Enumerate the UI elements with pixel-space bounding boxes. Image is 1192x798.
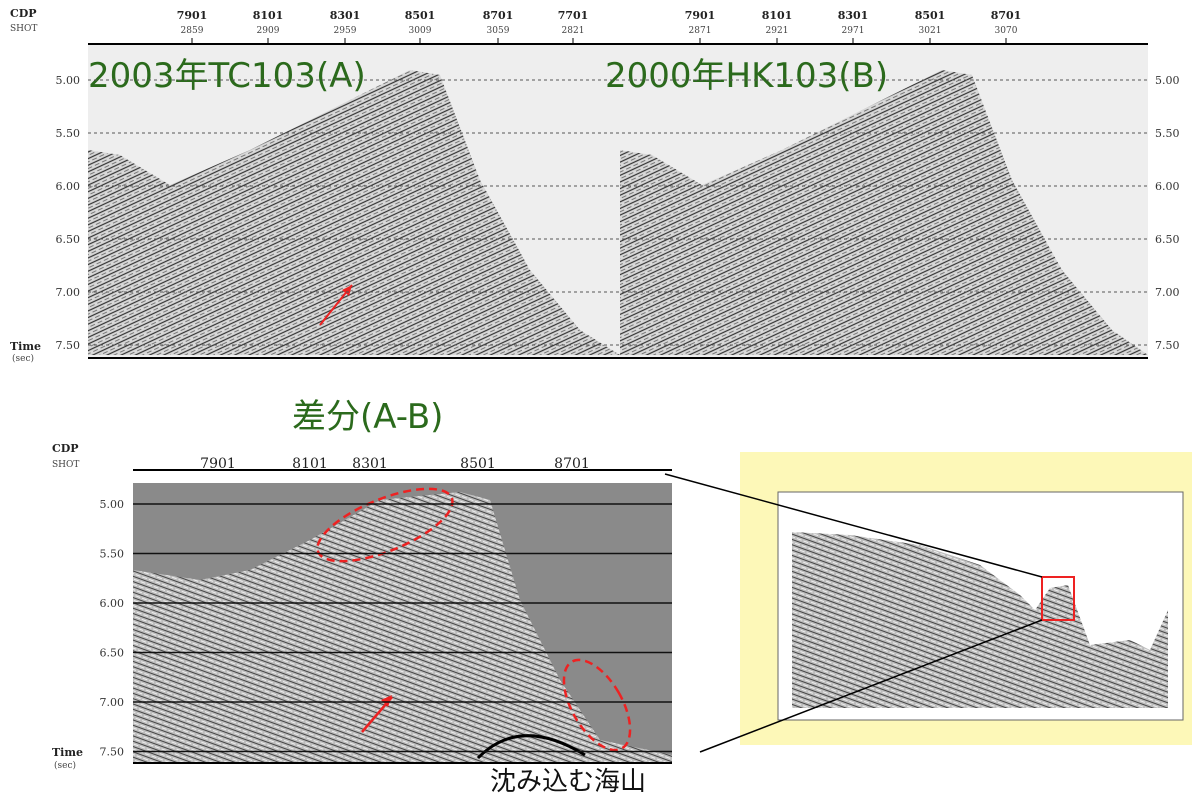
- shot-tick-label: 3009: [409, 26, 432, 36]
- cdp-tick-label: 8701: [483, 9, 514, 22]
- cdp-tick-label: 8301: [352, 456, 388, 472]
- caption: 沈み込む海山: [490, 767, 646, 797]
- cdp-label: CDP: [10, 7, 37, 20]
- time-tick-label: 7.50: [1155, 339, 1180, 352]
- cdp-tick-label: 8501: [915, 9, 946, 22]
- top-panel: CDP SHOT Time (sec) 2003年TC103(A) 2000年H…: [10, 7, 1180, 364]
- shot-label: SHOT: [52, 460, 79, 470]
- shot-tick-label: 2909: [257, 26, 280, 36]
- shot-tick-label: 2959: [334, 26, 357, 36]
- shot-tick-label: 2921: [766, 26, 789, 36]
- cdp-tick-label: 8501: [460, 456, 496, 472]
- time-label: Time: [10, 340, 41, 353]
- time-tick-label: 5.00: [100, 498, 125, 511]
- time-tick-label: 6.50: [56, 233, 81, 246]
- title-b: 2000年HK103(B): [605, 56, 888, 96]
- shot-tick-label: 3070: [995, 26, 1018, 36]
- time-tick-label: 5.00: [56, 74, 81, 87]
- time-tick-label: 5.50: [56, 127, 81, 140]
- shot-tick-label: 2859: [181, 26, 204, 36]
- cdp-tick-label: 7701: [558, 9, 589, 22]
- shot-label: SHOT: [10, 24, 37, 34]
- time-label: Time: [52, 746, 83, 759]
- shot-tick-label: 2821: [562, 26, 585, 36]
- cdp-tick-label: 7901: [177, 9, 208, 22]
- time-tick-label: 6.00: [56, 180, 81, 193]
- time-tick-label: 5.00: [1155, 74, 1180, 87]
- cdp-tick-label: 8101: [253, 9, 284, 22]
- time-tick-label: 7.00: [100, 696, 125, 709]
- shot-tick-label: 2971: [842, 26, 865, 36]
- cdp-tick-label: 8701: [991, 9, 1022, 22]
- time-tick-label: 7.00: [56, 286, 81, 299]
- shot-tick-label: 3021: [919, 26, 942, 36]
- shot-tick-label: 3059: [487, 26, 510, 36]
- cdp-tick-label: 8501: [405, 9, 436, 22]
- cdp-tick-label: 8701: [554, 456, 590, 472]
- time-tick-label: 7.50: [100, 746, 125, 759]
- time-unit: (sec): [54, 760, 76, 771]
- time-tick-label: 5.50: [1155, 127, 1180, 140]
- cdp-tick-label: 8101: [762, 9, 793, 22]
- cdp-tick-label: 8301: [330, 9, 361, 22]
- time-tick-label: 7.00: [1155, 286, 1180, 299]
- figure: CDP SHOT Time (sec) 2003年TC103(A) 2000年H…: [0, 0, 1192, 798]
- time-unit: (sec): [12, 353, 34, 364]
- inset: [665, 452, 1192, 752]
- shot-tick-label: 2871: [689, 26, 712, 36]
- bottom-panel: CDP SHOT Time (sec) 7901 8101 8301 8501 8701…: [52, 442, 672, 797]
- time-tick-label: 6.50: [100, 647, 125, 660]
- time-tick-label: 6.00: [100, 597, 125, 610]
- cdp-tick-label: 7901: [200, 456, 236, 472]
- diff-title: 差分(A-B): [292, 397, 443, 437]
- cdp-label: CDP: [52, 442, 79, 455]
- cdp-tick-label: 7901: [685, 9, 716, 22]
- time-tick-label: 6.50: [1155, 233, 1180, 246]
- time-tick-label: 6.00: [1155, 180, 1180, 193]
- time-tick-label: 7.50: [56, 339, 81, 352]
- cdp-tick-label: 8101: [292, 456, 328, 472]
- time-tick-label: 5.50: [100, 548, 125, 561]
- title-a: 2003年TC103(A): [88, 56, 366, 96]
- cdp-tick-label: 8301: [838, 9, 869, 22]
